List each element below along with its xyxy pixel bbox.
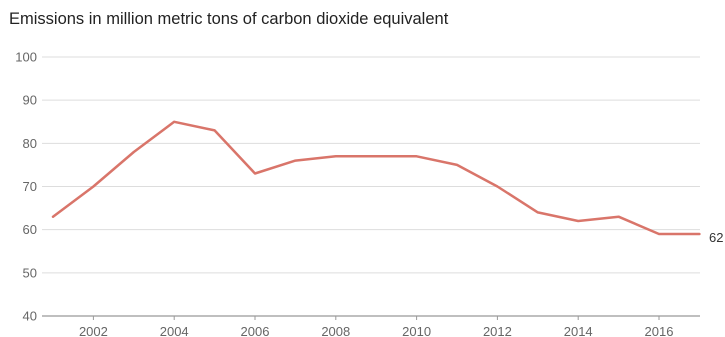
x-tick-label: 2006	[241, 324, 270, 337]
chart-title: Emissions in million metric tons of carb…	[9, 10, 449, 28]
x-tick-label: 2010	[402, 324, 431, 337]
x-tick-label: 2016	[645, 324, 674, 337]
y-tick-label: 40	[23, 309, 37, 324]
x-tick-label: 2004	[160, 324, 189, 337]
series-line	[51, 120, 701, 236]
end-value-label: 62	[709, 230, 723, 245]
x-tick-label: 2014	[564, 324, 593, 337]
x-tick-label: 2002	[79, 324, 108, 337]
y-tick-label: 50	[23, 265, 37, 280]
gridlines	[42, 56, 700, 317]
y-tick-label: 80	[23, 136, 37, 151]
y-tick-label: 60	[23, 222, 37, 237]
x-axis-tick-labels: 2002 2004 2006 2008 2010 2012 2014 2016	[79, 316, 674, 337]
y-tick-label: 90	[23, 93, 37, 108]
x-tick-label: 2008	[321, 324, 350, 337]
series-layer	[51, 120, 701, 236]
y-tick-label: 100	[15, 50, 37, 65]
x-tick-label: 2012	[483, 324, 512, 337]
y-axis-tick-labels: 40 50 60 70 80 90 100	[15, 50, 37, 324]
y-tick-label: 70	[23, 179, 37, 194]
